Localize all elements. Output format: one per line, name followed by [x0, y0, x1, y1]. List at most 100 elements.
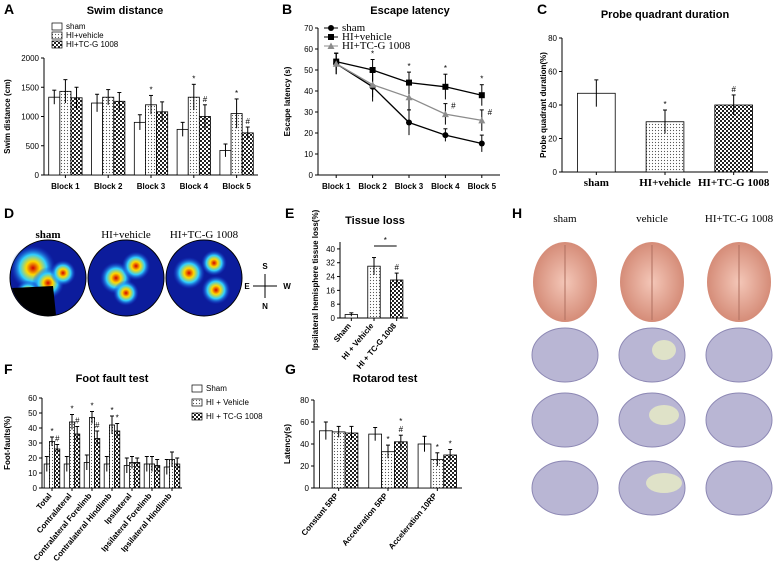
- significance-mark: *: [110, 406, 113, 415]
- y-axis-label: Foot-faults(%): [3, 416, 12, 470]
- y-tick-label: 2000: [21, 54, 39, 63]
- y-tick-label: 16: [326, 286, 335, 295]
- legend-swatch: [191, 384, 203, 393]
- y-tick-label: 20: [28, 454, 37, 463]
- legend-swatch: [191, 412, 203, 421]
- y-tick-label: 60: [28, 394, 37, 403]
- x-tick-label: Block 1: [51, 182, 80, 191]
- y-tick-label: 0: [305, 484, 310, 493]
- point: [478, 116, 486, 124]
- significance-mark: #: [399, 425, 404, 434]
- compass-label: N: [262, 302, 268, 311]
- y-tick-label: 40: [28, 424, 37, 433]
- point: [478, 140, 485, 147]
- point: [406, 79, 412, 86]
- point: [442, 83, 449, 90]
- heatmap-caption: HI+TC-G 1008: [170, 229, 239, 241]
- x-tick-label: Sham: [332, 322, 353, 344]
- y-tick-label: 20: [304, 129, 313, 138]
- y-tick-label: 40: [304, 87, 313, 96]
- bar: [133, 121, 146, 176]
- bar: [59, 90, 72, 176]
- significance-mark: *: [407, 62, 410, 71]
- y-tick-label: 0: [553, 168, 558, 177]
- lesion: [646, 473, 682, 493]
- y-axis-label: Swim distance (cm): [3, 79, 12, 154]
- significance-mark: #: [451, 102, 456, 111]
- legend-label: HI + TC-G 1008: [206, 412, 263, 421]
- photo-caption: sham: [553, 213, 577, 225]
- significance-mark: *: [371, 50, 374, 59]
- chart-title: Probe quadrant duration: [601, 9, 730, 21]
- legend-label: HI+vehicle: [66, 31, 104, 40]
- bar: [113, 100, 126, 176]
- y-tick-label: 32: [326, 259, 335, 268]
- bar: [368, 433, 382, 489]
- photo-caption: vehicle: [636, 213, 668, 225]
- y-tick-label: 20: [300, 462, 309, 471]
- y-tick-label: 8: [331, 300, 336, 309]
- y-tick-label: 40: [300, 440, 309, 449]
- significance-mark: #: [203, 95, 208, 104]
- y-tick-label: 24: [326, 273, 335, 282]
- bar: [89, 417, 96, 489]
- y-axis-label: Ipsilateral hemisphere tissue loss(%): [311, 209, 320, 350]
- lesion: [652, 340, 676, 360]
- heatmap-spot: [201, 250, 227, 276]
- compass-label: W: [283, 282, 291, 291]
- y-tick-label: 10: [304, 150, 313, 159]
- x-tick-label: sham: [584, 177, 609, 189]
- x-tick-label: HI+vehicle: [639, 177, 691, 189]
- compass-label: S: [262, 262, 268, 271]
- legend-label: sham: [342, 22, 366, 34]
- brain-slice: [531, 392, 599, 448]
- point: [328, 34, 334, 40]
- y-tick-label: 10: [28, 469, 37, 478]
- panel-letter: E: [285, 205, 294, 221]
- bar: [145, 104, 157, 176]
- point: [405, 93, 413, 101]
- point: [441, 110, 449, 118]
- chart-title: Swim distance: [87, 5, 163, 17]
- bar: [394, 441, 408, 489]
- heatmap-spot: [173, 257, 205, 289]
- x-tick-label: Block 2: [94, 182, 123, 191]
- bar: [577, 92, 616, 173]
- significance-mark: #: [731, 85, 736, 94]
- legend-swatch: [51, 40, 63, 49]
- lesion: [649, 405, 679, 425]
- x-tick-label: HI+TC-G 1008: [698, 177, 770, 189]
- significance-mark: #: [75, 417, 80, 426]
- y-tick-label: 50: [304, 66, 313, 75]
- legend-label: Sham: [206, 384, 227, 393]
- y-tick-label: 0: [331, 314, 336, 323]
- y-tick-label: 70: [304, 24, 313, 33]
- point: [327, 42, 335, 49]
- bar: [114, 430, 121, 489]
- significance-mark: *: [384, 236, 387, 245]
- significance-mark: #: [394, 263, 399, 272]
- legend-swatch: [191, 398, 203, 407]
- y-tick-label: 30: [28, 439, 37, 448]
- bar: [331, 431, 346, 489]
- significance-mark: *: [449, 440, 452, 449]
- heatmap-caption: sham: [35, 229, 60, 241]
- panel-letter: F: [4, 361, 13, 377]
- x-tick-label: Block 3: [395, 182, 424, 191]
- chart-title: Escape latency: [370, 5, 450, 17]
- point: [442, 132, 449, 139]
- brain-slice: [618, 327, 686, 383]
- significance-mark: *: [399, 417, 402, 426]
- significance-mark: *: [90, 402, 93, 411]
- x-tick-label: Block 4: [431, 182, 460, 191]
- panel-letter: C: [537, 1, 547, 17]
- bar: [69, 421, 76, 489]
- x-tick-label: Block 4: [180, 182, 209, 191]
- y-tick-label: 0: [33, 484, 38, 493]
- bar: [714, 104, 753, 173]
- brain-slice: [705, 460, 773, 516]
- chart-title: Rotarod test: [353, 373, 418, 385]
- bar: [48, 96, 61, 176]
- y-tick-label: 80: [300, 396, 309, 405]
